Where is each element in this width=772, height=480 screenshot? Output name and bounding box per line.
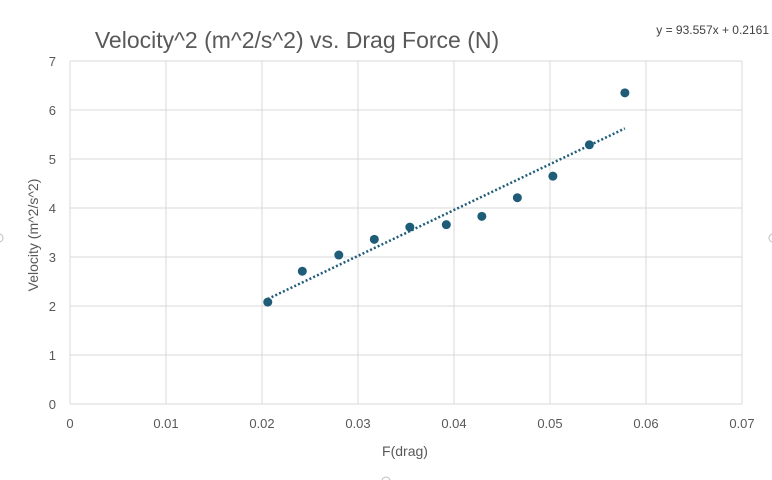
data-point — [334, 250, 344, 260]
data-point — [263, 297, 273, 307]
y-axis-label: Velocity (m^2/s^2) — [25, 179, 41, 292]
y-tick-label: 2 — [49, 299, 56, 314]
trendline-equation: y = 93.557x + 0.2161 — [656, 23, 769, 37]
chart-title: Velocity^2 (m^2/s^2) vs. Drag Force (N) — [95, 27, 499, 53]
y-tick-label: 1 — [49, 348, 56, 363]
trendline-group — [267, 127, 626, 301]
y-tick-label: 5 — [49, 152, 56, 167]
y-tick-label: 0 — [49, 397, 56, 412]
data-point — [584, 140, 594, 150]
resize-handle-left[interactable] — [0, 233, 4, 243]
x-tick-label: 0.06 — [633, 416, 658, 431]
y-tick-label: 4 — [49, 201, 56, 216]
linear-trendline — [267, 127, 626, 301]
data-point — [297, 266, 307, 276]
data-point — [620, 88, 630, 98]
x-axis-label: F(drag) — [382, 443, 428, 459]
resize-handle-bottom[interactable] — [381, 476, 391, 480]
x-tick-labels: 0 0.01 0.02 0.03 0.04 0.05 0.06 0.07 — [66, 416, 754, 431]
y-tick-label: 7 — [49, 54, 56, 69]
x-tick-label: 0.02 — [249, 416, 274, 431]
data-point — [512, 193, 522, 203]
x-tick-label: 0.03 — [345, 416, 370, 431]
x-tick-label: 0.07 — [729, 416, 754, 431]
data-point — [477, 211, 487, 221]
data-point — [405, 222, 415, 232]
data-point — [548, 171, 558, 181]
y-tick-labels: 0 1 2 3 4 5 6 7 — [49, 54, 56, 412]
data-point — [369, 234, 379, 244]
x-tick-label: 0.04 — [441, 416, 466, 431]
data-point — [441, 220, 451, 230]
x-tick-label: 0 — [66, 416, 73, 431]
data-points — [263, 88, 630, 307]
x-tick-label: 0.01 — [153, 416, 178, 431]
y-tick-label: 6 — [49, 103, 56, 118]
x-tick-label: 0.05 — [537, 416, 562, 431]
gridlines — [69, 60, 743, 405]
y-tick-label: 3 — [49, 250, 56, 265]
resize-handle-right[interactable] — [768, 233, 772, 243]
